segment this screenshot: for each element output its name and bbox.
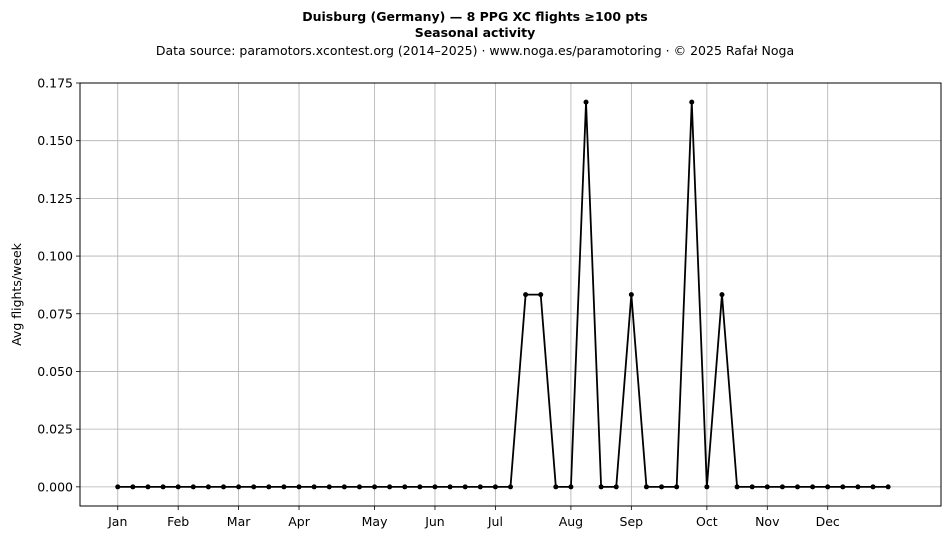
data-point <box>492 484 498 490</box>
x-tick-label: May <box>362 514 388 529</box>
data-point <box>689 99 695 105</box>
data-point <box>734 484 740 490</box>
data-point <box>523 292 529 298</box>
x-tick-label: Jun <box>424 514 445 529</box>
x-tick-label: Oct <box>696 514 718 529</box>
data-point <box>145 484 151 490</box>
x-tick-label: Feb <box>167 514 189 529</box>
data-point <box>236 484 242 490</box>
series-line-layer <box>117 101 889 488</box>
data-point <box>130 484 136 490</box>
data-point <box>387 484 393 490</box>
data-point <box>447 484 453 490</box>
data-point <box>356 484 362 490</box>
x-tick-label: Jan <box>107 514 127 529</box>
data-point <box>341 484 347 490</box>
data-point <box>462 484 468 490</box>
y-tick-label: 0.100 <box>37 249 73 264</box>
data-point <box>855 484 861 490</box>
data-point <box>221 484 226 490</box>
data-point <box>538 292 544 298</box>
x-tick-label: Dec <box>816 514 840 529</box>
series-line <box>117 101 889 488</box>
data-point <box>885 484 891 490</box>
data-point <box>190 484 196 490</box>
data-point <box>281 484 287 490</box>
data-point <box>779 484 785 490</box>
data-point <box>659 484 665 490</box>
data-point <box>795 484 800 490</box>
data-point <box>553 484 559 490</box>
plot-frame <box>79 82 942 507</box>
data-point <box>432 484 438 490</box>
x-tick-label: Mar <box>227 514 251 529</box>
data-point <box>870 484 876 490</box>
data-point <box>643 484 649 490</box>
y-tick-label: 0.125 <box>37 191 73 206</box>
data-point <box>810 484 816 490</box>
chart-subtitle: Seasonal activity <box>414 25 536 40</box>
data-point <box>251 484 257 490</box>
data-point <box>205 484 211 490</box>
x-tick-label: Sep <box>620 514 644 529</box>
grid-lines <box>80 82 941 506</box>
data-point <box>175 484 181 490</box>
data-point <box>372 484 378 490</box>
data-point <box>840 484 846 490</box>
data-source-note: Data source: paramotors.xcontest.org (20… <box>155 43 795 58</box>
data-point <box>764 484 770 490</box>
data-point <box>311 484 317 490</box>
data-point <box>598 484 604 490</box>
y-tick-label: 0.025 <box>37 422 73 437</box>
data-point <box>749 484 755 490</box>
y-tick-label: 0.175 <box>37 76 73 91</box>
data-point <box>704 484 710 490</box>
data-point <box>266 484 272 490</box>
chart-title: Duisburg (Germany) — 8 PPG XC flights ≥1… <box>302 9 648 24</box>
data-point <box>628 292 634 298</box>
y-tick-label: 0.050 <box>37 364 73 379</box>
y-axis-label: Avg flights/week <box>9 242 24 346</box>
data-point <box>160 484 166 490</box>
y-tick-label: 0.150 <box>37 133 73 148</box>
data-point <box>326 484 332 490</box>
data-point <box>477 484 483 490</box>
y-tick-label: 0.075 <box>37 306 73 321</box>
data-point <box>719 292 725 298</box>
data-point <box>613 484 619 490</box>
x-tick-label: Jul <box>487 514 503 529</box>
data-point <box>825 484 831 490</box>
data-point <box>417 484 423 490</box>
data-point <box>508 484 513 490</box>
y-axis-ticks: 0.000 0.025 0.050 0.075 0.100 0.125 0.150 0.175 <box>37 76 80 494</box>
x-tick-label: Aug <box>559 514 583 529</box>
data-point <box>296 484 302 490</box>
data-point <box>674 484 680 490</box>
y-tick-label: 0.000 <box>37 479 73 494</box>
x-tick-label: Nov <box>755 514 780 529</box>
data-point <box>115 484 121 490</box>
data-points-layer <box>115 99 891 490</box>
data-point <box>402 484 408 490</box>
data-point <box>568 484 574 490</box>
x-tick-label: Apr <box>288 514 310 529</box>
x-axis-ticks: Jan Feb Mar Apr May Jun Jul Aug Sep Oct Nov Dec <box>107 506 840 529</box>
data-point <box>583 99 589 105</box>
